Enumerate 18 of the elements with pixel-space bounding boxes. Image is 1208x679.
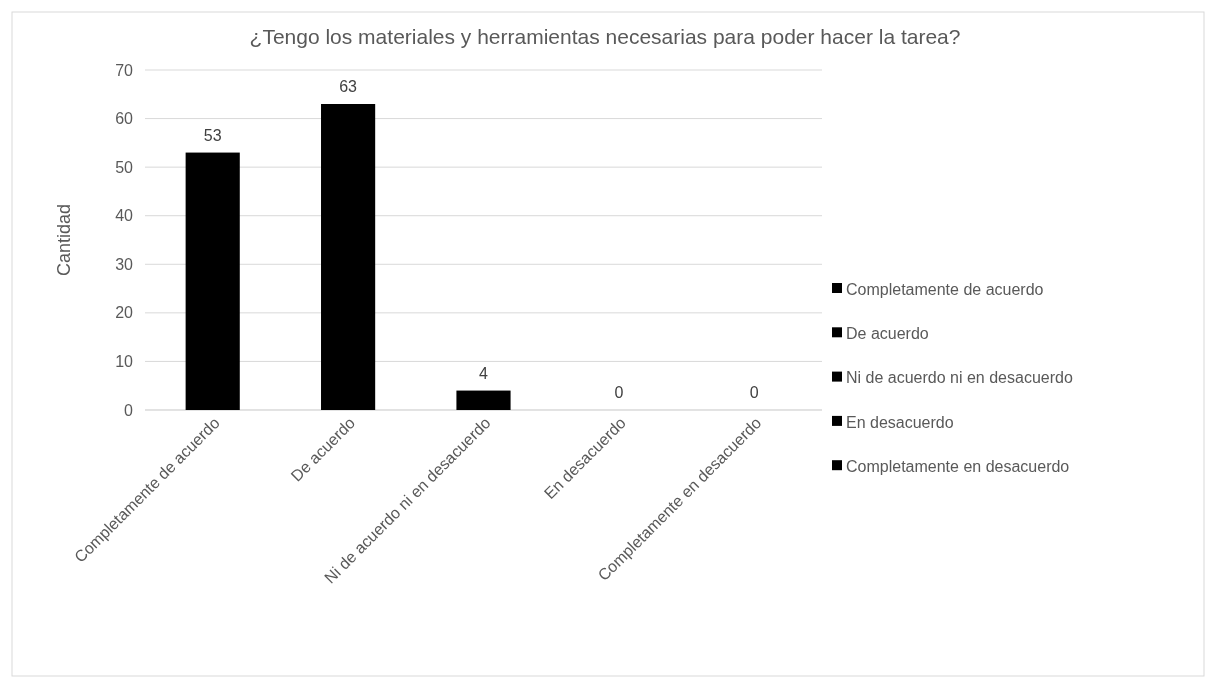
data-label: 0 xyxy=(749,384,759,401)
y-tick-label: 30 xyxy=(115,255,134,273)
data-label: 0 xyxy=(614,384,624,401)
y-tick-label: 40 xyxy=(115,207,134,225)
legend-label: Completamente de acuerdo xyxy=(846,280,1044,298)
y-tick-label: 60 xyxy=(115,110,134,128)
y-tick-label: 0 xyxy=(124,401,134,419)
chart-title: ¿Tengo los materiales y herramientas necesarias para poder hacer la tarea? xyxy=(249,25,961,48)
y-tick-label: 20 xyxy=(115,304,134,322)
y-tick-label: 10 xyxy=(115,353,134,371)
y-tick-label: 70 xyxy=(115,61,134,79)
data-label: 63 xyxy=(339,78,358,95)
y-tick-label: 50 xyxy=(115,158,134,176)
y-axis-title: Cantidad xyxy=(54,203,74,277)
legend-label: De acuerdo xyxy=(846,324,929,342)
data-label: 4 xyxy=(479,364,489,382)
data-label: 53 xyxy=(203,126,222,144)
legend-label: Ni de acuerdo ni en desacuerdo xyxy=(846,369,1073,387)
